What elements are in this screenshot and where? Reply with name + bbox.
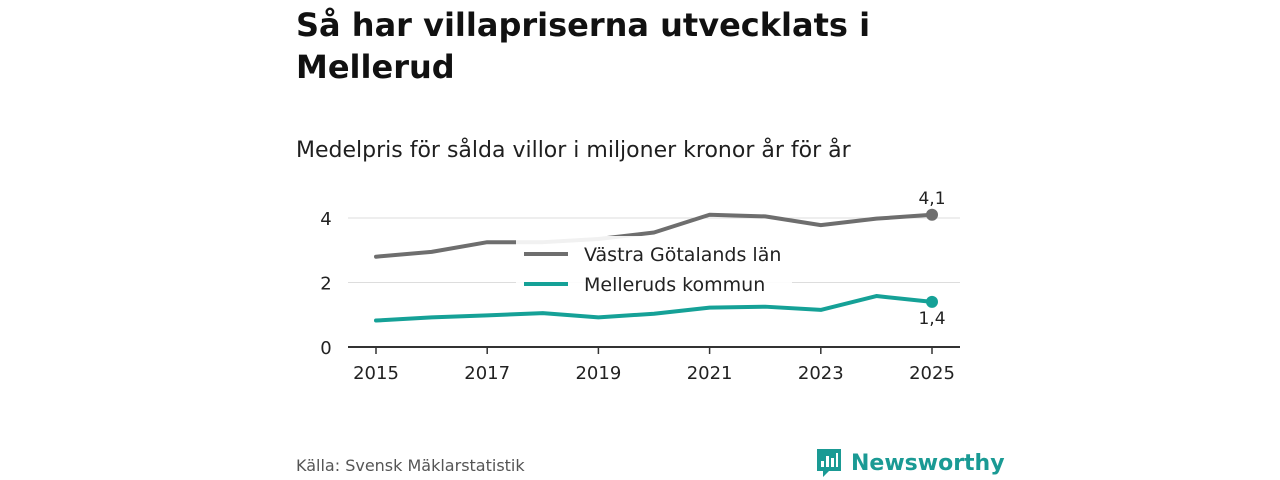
legend-label-1: Melleruds kommun <box>584 274 765 296</box>
x-tick-label: 2023 <box>798 363 844 384</box>
series-end-marker-0 <box>926 208 938 221</box>
chart-title: Så har villapriserna utvecklats i Meller… <box>296 6 871 86</box>
series-end-label-0: 4,1 <box>918 189 945 209</box>
series-line-1 <box>374 294 934 323</box>
newsworthy-icon <box>817 449 841 477</box>
x-tick-label: 2015 <box>353 363 399 384</box>
series-end-marker-1 <box>926 295 938 308</box>
newsworthy-logo[interactable]: Newsworthy <box>815 446 1005 480</box>
source-note: Källa: Svensk Mäklarstatistik <box>296 456 525 475</box>
y-tick-label: 4 <box>320 209 331 230</box>
x-tick-label: 2019 <box>575 363 621 384</box>
x-tick-label: 2025 <box>909 363 955 384</box>
x-tick-label: 2021 <box>687 363 733 384</box>
brand-name: Newsworthy <box>851 450 1005 476</box>
series-line-0 <box>374 212 934 259</box>
chart-subtitle: Medelpris för sålda villor i miljoner kr… <box>296 138 851 163</box>
y-tick-label: 0 <box>320 338 331 359</box>
legend-background <box>516 236 792 298</box>
series-end-label-1: 1,4 <box>918 309 945 329</box>
legend-label-0: Västra Götalands län <box>584 244 781 266</box>
line-chart: 0 2 4 4,1 1,4 2015 2017 2019 2021 2023 2025 Väst… <box>320 189 960 384</box>
y-tick-label: 2 <box>320 274 331 295</box>
x-tick-label: 2017 <box>464 363 510 384</box>
